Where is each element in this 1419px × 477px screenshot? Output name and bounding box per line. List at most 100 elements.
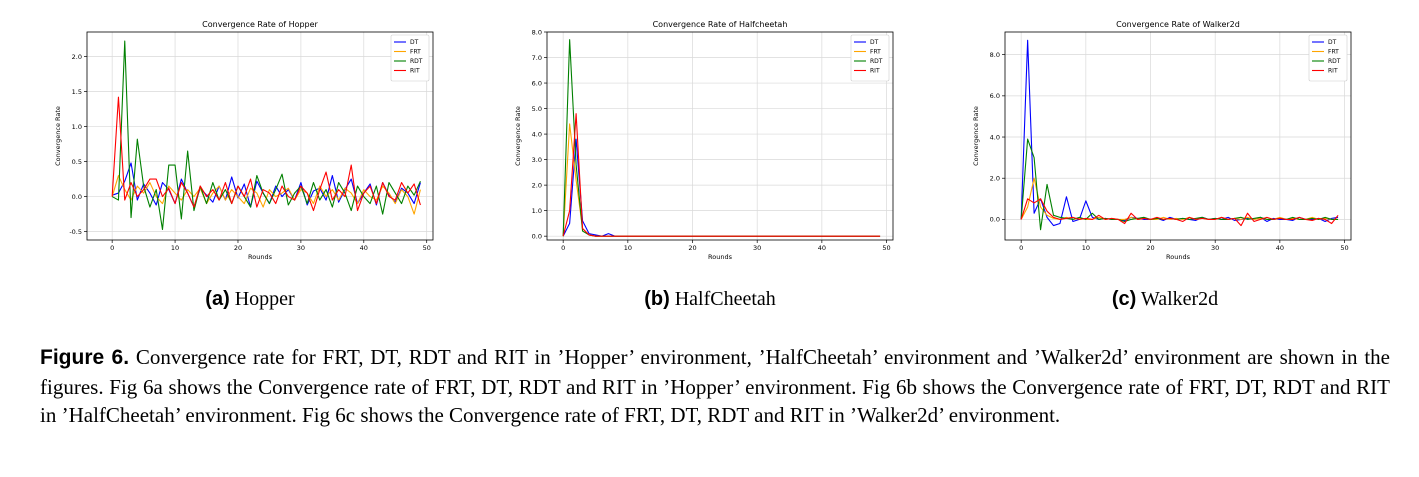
chart-panel-walker2d: 0 10 20 30 40 50 0.0 2.0 4.0 6.0 8.0 Convergence Ra… <box>958 14 1363 264</box>
y-tick-label: 2.0 <box>72 53 82 61</box>
y-tick-label: 1.0 <box>532 207 542 215</box>
y-tick-label: 1.0 <box>72 123 82 131</box>
series-line-rdt <box>562 39 881 237</box>
subcaption-a-text: Hopper <box>234 288 295 310</box>
series-lines <box>1020 39 1339 231</box>
x-tick-label: 10 <box>624 244 632 252</box>
ticks: 0 10 20 30 40 50 0.0 2.0 4.0 6.0 8.0 <box>990 51 1349 252</box>
x-tick-label: 10 <box>171 244 179 252</box>
plot-frame <box>86 31 434 241</box>
y-tick-label: 4.0 <box>532 130 542 138</box>
x-axis-label: Rounds <box>1166 253 1191 261</box>
legend-label-rdt: RDT <box>870 58 883 65</box>
legend-label-dt: DT <box>1328 39 1337 46</box>
x-axis-label: Rounds <box>708 253 733 261</box>
legend-label-rdt: RDT <box>410 58 423 65</box>
legend-label-dt: DT <box>870 39 879 46</box>
x-tick-label: 0 <box>1019 244 1023 252</box>
chart-title: Convergence Rate of Hopper <box>202 20 318 29</box>
legend-box <box>1308 34 1348 82</box>
series-line-dt <box>1020 39 1339 227</box>
y-tick-label: 1.5 <box>72 88 82 96</box>
subcaption-a-letter: (a) <box>205 288 230 310</box>
subcaption-c: (c) Walker2d <box>945 288 1385 311</box>
chart-walker2d: 0 10 20 30 40 50 0.0 2.0 4.0 6.0 8.0 Convergence Ra… <box>972 20 1352 261</box>
chart-panel-hopper: 0 10 20 30 40 50 -0.5 0.0 0.5 1.0 1.5 2.0 Convergenc… <box>40 14 445 264</box>
series-line-rit <box>562 113 881 237</box>
series-line-rit <box>111 96 421 212</box>
y-axis-label: Convergence Rate <box>54 106 62 166</box>
series-lines <box>562 39 881 237</box>
y-axis-label: Convergence Rate <box>972 106 980 166</box>
series-line-frt <box>1020 177 1339 220</box>
x-tick-label: 20 <box>1146 244 1154 252</box>
y-tick-label: 0.0 <box>72 193 82 201</box>
legend-box <box>850 34 890 82</box>
legend-label-rit: RIT <box>1328 68 1338 75</box>
series-line-rdt <box>111 40 421 231</box>
figure-caption-text: Convergence rate for FRT, DT, RDT and RI… <box>40 345 1390 427</box>
y-tick-label: -0.5 <box>69 228 82 236</box>
grid <box>1005 32 1351 240</box>
x-tick-label: 40 <box>1276 244 1284 252</box>
x-tick-label: 0 <box>561 244 565 252</box>
grid <box>547 31 893 240</box>
subcaption-a: (a) Hopper <box>30 288 470 311</box>
y-tick-label: 0.5 <box>72 158 82 166</box>
legend-label-rit: RIT <box>410 68 420 75</box>
y-tick-label: 8.0 <box>990 51 1000 59</box>
chart-panel-halfcheetah: 0 10 20 30 40 50 0.0 1.0 2.0 3.0 4.0 5.0 6.0 7.0 8.0 Co… <box>500 14 905 264</box>
y-tick-label: 3.0 <box>532 156 542 164</box>
series-line-dt <box>562 138 881 237</box>
chart-title: Convergence Rate of Walker2d <box>1116 20 1240 29</box>
chart-hopper: 0 10 20 30 40 50 -0.5 0.0 0.5 1.0 1.5 2.0 Convergenc… <box>54 20 434 261</box>
figure-caption-label: Figure 6. <box>40 346 130 369</box>
ticks: 0 10 20 30 40 50 0.0 1.0 2.0 3.0 4.0 5.0 6.0 7.0 8.0 <box>532 28 891 252</box>
subcaption-b: (b) HalfCheetah <box>490 288 930 311</box>
legend: DT FRT RDT RIT <box>850 34 890 82</box>
y-tick-label: 4.0 <box>990 133 1000 141</box>
series-lines <box>111 40 421 231</box>
y-tick-label: 7.0 <box>532 54 542 62</box>
y-tick-label: 6.0 <box>532 79 542 87</box>
y-tick-label: 2.0 <box>990 175 1000 183</box>
y-tick-label: 0.0 <box>990 216 1000 224</box>
subcaption-b-letter: (b) <box>644 288 670 310</box>
x-tick-label: 20 <box>234 244 242 252</box>
series-line-frt <box>562 123 881 237</box>
figure-caption: Figure 6. Convergence rate for FRT, DT, … <box>40 343 1390 430</box>
x-tick-label: 50 <box>882 244 890 252</box>
subcaption-b-text: HalfCheetah <box>674 288 776 310</box>
legend-label-frt: FRT <box>1328 49 1339 56</box>
plot-frame <box>1004 31 1352 241</box>
x-tick-label: 30 <box>753 244 761 252</box>
x-axis-label: Rounds <box>248 253 273 261</box>
series-line-rdt <box>1020 138 1339 231</box>
plot-frame <box>546 31 894 241</box>
subcaption-c-letter: (c) <box>1111 288 1137 310</box>
legend-label-rdt: RDT <box>1328 58 1341 65</box>
legend-box <box>390 34 430 82</box>
y-tick-label: 6.0 <box>990 92 1000 100</box>
y-tick-label: 5.0 <box>532 105 542 113</box>
x-tick-label: 50 <box>1340 244 1348 252</box>
x-tick-label: 40 <box>818 244 826 252</box>
x-tick-label: 50 <box>423 244 431 252</box>
y-axis-label: Convergence Rate <box>514 106 522 166</box>
x-tick-label: 0 <box>110 244 114 252</box>
legend-label-rit: RIT <box>870 68 880 75</box>
y-tick-label: 2.0 <box>532 181 542 189</box>
y-tick-label: 8.0 <box>532 28 542 36</box>
ticks: 0 10 20 30 40 50 -0.5 0.0 0.5 1.0 1.5 2.0 <box>69 53 431 252</box>
x-tick-label: 30 <box>297 244 305 252</box>
x-tick-label: 40 <box>360 244 368 252</box>
legend: DT FRT RDT RIT <box>390 34 430 82</box>
x-tick-label: 20 <box>688 244 696 252</box>
chart-title: Convergence Rate of Halfcheetah <box>653 20 788 29</box>
subcaption-c-text: Walker2d <box>1140 288 1219 310</box>
y-tick-label: 0.0 <box>532 232 542 240</box>
x-tick-label: 30 <box>1211 244 1219 252</box>
legend-label-dt: DT <box>410 39 419 46</box>
legend: DT FRT RDT RIT <box>1308 34 1348 82</box>
chart-halfcheetah: 0 10 20 30 40 50 0.0 1.0 2.0 3.0 4.0 5.0 6.0 7.0 8.0 Co… <box>514 20 894 261</box>
